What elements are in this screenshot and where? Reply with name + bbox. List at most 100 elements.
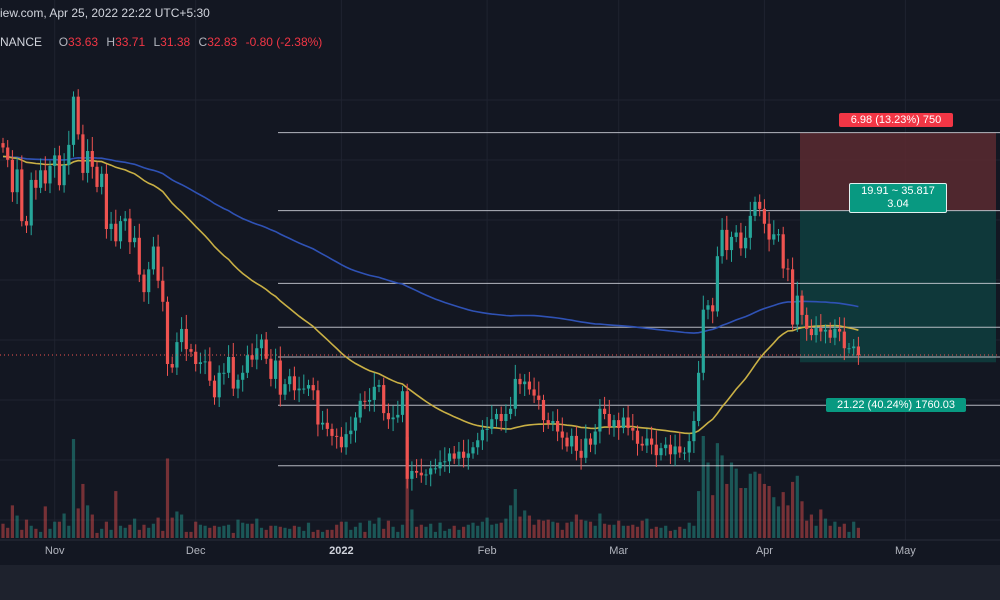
- volume-bar: [170, 517, 174, 538]
- volume-bar: [24, 519, 29, 538]
- x-axis-tick-label: Dec: [186, 545, 206, 557]
- volume-bar: [631, 524, 635, 538]
- volume-bar: [570, 521, 574, 538]
- volume-bar: [34, 528, 38, 538]
- position-ratio-label[interactable]: 19.91 ~ 35.817 3.04: [849, 183, 947, 213]
- candle-body: [321, 422, 325, 425]
- volume-bar: [161, 530, 165, 538]
- candle-body: [537, 395, 541, 400]
- volume-bar: [48, 528, 52, 538]
- volume-bar: [800, 501, 804, 538]
- candle-body: [513, 378, 517, 409]
- position-stop-label[interactable]: 21.22 (40.24%) 1760.03: [826, 398, 966, 412]
- candle-body: [842, 331, 846, 349]
- volume-bar: [828, 525, 832, 538]
- candle-body: [236, 379, 240, 389]
- candle-body: [353, 417, 358, 431]
- candle-body: [39, 170, 43, 188]
- candle-body: [457, 451, 461, 459]
- volume-bar: [180, 514, 184, 538]
- candle-body: [668, 444, 672, 455]
- volume-bar: [419, 524, 423, 538]
- low-value: 31.38: [160, 35, 191, 49]
- candle-body: [29, 179, 33, 226]
- candle-body: [673, 446, 677, 455]
- candle-body: [358, 400, 362, 418]
- candle-body: [734, 232, 738, 237]
- candle-body: [631, 428, 635, 431]
- candle-body: [462, 451, 466, 458]
- candle-body: [720, 229, 724, 257]
- position-target-label[interactable]: 6.98 (13.23%) 750: [839, 113, 953, 127]
- high-value: 33.71: [115, 35, 146, 49]
- volume-bar: [556, 522, 560, 538]
- high-key: H: [106, 35, 116, 49]
- candle-body: [165, 301, 170, 365]
- moving-average-fast-line: [2, 155, 859, 435]
- volume-bar: [612, 524, 616, 538]
- position-ratio-line2: 3.04: [887, 198, 909, 210]
- volume-bar: [809, 514, 813, 538]
- volume-bar: [593, 525, 597, 538]
- candle-body: [725, 229, 729, 251]
- candle-body: [419, 472, 423, 476]
- candle-body: [95, 166, 99, 187]
- candle-body: [701, 309, 705, 373]
- candle-body: [795, 295, 799, 325]
- volume-bar: [184, 531, 188, 538]
- volume-bar: [574, 514, 578, 538]
- volume-bar: [682, 528, 687, 538]
- volume-bar: [494, 523, 499, 538]
- volume-bar: [546, 519, 550, 538]
- volume-bar: [447, 528, 452, 538]
- candle-body: [767, 223, 771, 240]
- volume-bar: [579, 519, 583, 538]
- volume-bar: [278, 526, 282, 538]
- volume-bar: [668, 530, 672, 538]
- candle-body: [114, 223, 118, 242]
- volume-bar: [29, 525, 33, 538]
- volume-bar: [499, 522, 503, 538]
- candle-body: [598, 408, 602, 432]
- volume-bar: [302, 530, 306, 538]
- volume-bar: [250, 523, 254, 538]
- candle-body: [278, 360, 282, 395]
- volume-bar: [791, 481, 795, 538]
- candle-body: [231, 357, 235, 389]
- volume-bar: [288, 528, 292, 538]
- volume-bar: [772, 497, 776, 538]
- candle-body: [104, 173, 108, 230]
- candle-body: [222, 372, 226, 374]
- candle-body: [76, 96, 80, 135]
- volume-bar: [537, 519, 541, 538]
- volume-bar: [39, 531, 43, 538]
- candle-body: [245, 355, 249, 373]
- candle-body: [400, 391, 405, 415]
- volume-bar: [429, 523, 433, 538]
- volume-bar: [203, 525, 207, 538]
- candle-body: [363, 400, 367, 402]
- moving-average-slow-line: [2, 155, 859, 334]
- low-key: L: [153, 35, 161, 49]
- candle-body: [71, 96, 76, 145]
- candle-body: [617, 420, 621, 429]
- volume-bar: [382, 528, 386, 538]
- volume-bar: [560, 529, 564, 538]
- candle-body: [546, 420, 550, 424]
- volume-bar: [57, 521, 61, 538]
- volume-bar: [368, 520, 372, 538]
- candle-body: [593, 431, 597, 445]
- volume-bar: [715, 443, 719, 538]
- candle-body: [772, 234, 776, 240]
- candle-body: [156, 246, 160, 281]
- volume-bar: [330, 529, 334, 538]
- candle-body: [100, 173, 104, 187]
- candle-body: [335, 435, 339, 437]
- candle-body: [151, 246, 155, 270]
- candle-body: [612, 420, 616, 428]
- position-stop-zone: [800, 210, 996, 363]
- volume-bar: [678, 526, 682, 538]
- candle-body: [678, 446, 682, 453]
